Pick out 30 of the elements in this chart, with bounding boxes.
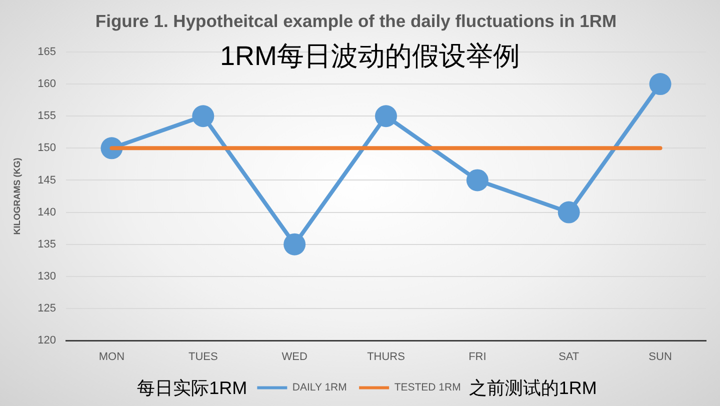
y-tick-label: 150 [38,142,56,154]
y-tick-label: 125 [38,302,56,314]
x-tick-label: SUN [648,351,672,364]
y-axis-title: KILOGRAMS (KG) [12,158,22,235]
legend-label: TESTED 1RM [394,382,461,394]
y-tick-label: 155 [38,110,56,122]
chart-subtitle: 1RM每日波动的假设举例 [220,41,520,71]
y-tick-label: 160 [38,78,56,90]
point [284,233,306,256]
x-tick-label: THURS [367,351,405,364]
chart-title: Figure 1. Hypotheitcal example of the daily fluctuations in 1RM [94,11,618,32]
y-tick-label: 135 [38,238,56,250]
y-tick-label: 140 [38,206,56,218]
point [558,201,580,224]
x-tick-label: WED [282,351,308,364]
x-tick-label: TUES [188,351,218,364]
y-tick-label: 130 [38,270,56,282]
y-tick-label: 145 [38,174,56,186]
text: 之前测试的1RM [468,376,597,399]
x-tick-label: MON [98,351,125,364]
point [649,73,672,96]
x-tick-label: SAT [558,351,580,364]
legend-label: DAILY 1RM [292,382,347,394]
y-tick-label: 165 [38,46,56,58]
point [192,105,214,128]
text: 每日实际1RM [137,376,248,399]
x-tick-label: FRI [468,351,486,364]
point [466,169,488,192]
y-tick-label: 120 [38,334,56,347]
point [375,105,397,128]
